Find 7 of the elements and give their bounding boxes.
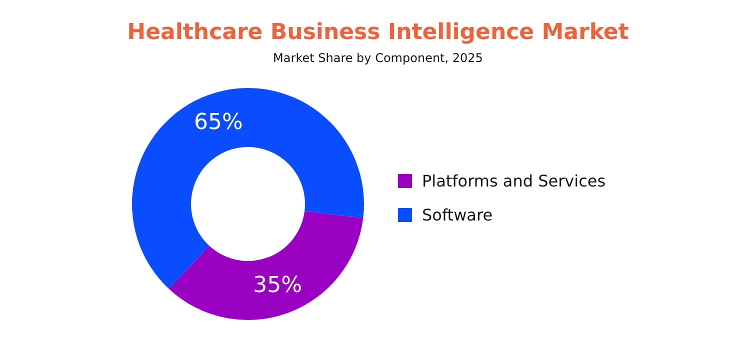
data-label: 65% — [194, 110, 243, 136]
legend-label: Software — [422, 206, 493, 224]
chart-subtitle: Market Share by Component, 2025 — [273, 51, 483, 65]
data-label: 35% — [253, 272, 302, 298]
chart-title: Healthcare Business Intelligence Market — [127, 20, 630, 45]
donut-slice — [168, 210, 364, 320]
legend-label: Platforms and Services — [422, 172, 606, 190]
